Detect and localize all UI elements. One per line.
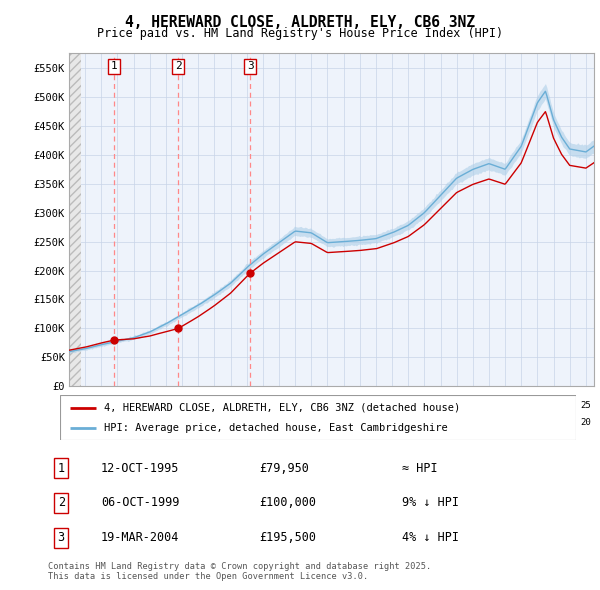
Text: 24: 24 <box>565 401 575 411</box>
Text: 13: 13 <box>387 401 397 411</box>
Text: 20: 20 <box>403 418 413 427</box>
Text: 19: 19 <box>145 418 155 427</box>
Text: 20: 20 <box>484 418 494 427</box>
Text: 19: 19 <box>161 418 171 427</box>
Text: 19: 19 <box>64 418 74 427</box>
Text: 01: 01 <box>193 401 203 411</box>
Text: 15: 15 <box>419 401 430 411</box>
Text: 25: 25 <box>581 401 591 411</box>
Text: 98: 98 <box>145 401 155 411</box>
Text: 20: 20 <box>338 418 349 427</box>
Text: 20: 20 <box>565 418 575 427</box>
Text: 05: 05 <box>257 401 268 411</box>
Text: 21: 21 <box>516 401 527 411</box>
Text: 19: 19 <box>80 418 91 427</box>
Text: 20: 20 <box>371 418 381 427</box>
Text: 20: 20 <box>581 418 591 427</box>
Text: 20: 20 <box>516 418 527 427</box>
Text: 20: 20 <box>225 418 236 427</box>
Text: 11: 11 <box>355 401 365 411</box>
Text: 16: 16 <box>435 401 446 411</box>
Text: 4% ↓ HPI: 4% ↓ HPI <box>402 532 459 545</box>
Text: 20: 20 <box>177 418 187 427</box>
Text: 20: 20 <box>209 418 220 427</box>
Text: 18: 18 <box>467 401 478 411</box>
Text: 4, HEREWARD CLOSE, ALDRETH, ELY, CB6 3NZ: 4, HEREWARD CLOSE, ALDRETH, ELY, CB6 3NZ <box>125 15 475 30</box>
Text: 20: 20 <box>467 418 478 427</box>
Text: 1: 1 <box>110 61 118 71</box>
Text: 09: 09 <box>322 401 333 411</box>
Text: Price paid vs. HM Land Registry's House Price Index (HPI): Price paid vs. HM Land Registry's House … <box>97 27 503 40</box>
Text: 19: 19 <box>128 418 139 427</box>
Text: 1: 1 <box>58 461 65 474</box>
Text: 93: 93 <box>64 401 74 411</box>
Text: 06-OCT-1999: 06-OCT-1999 <box>101 496 179 510</box>
Text: £79,950: £79,950 <box>259 461 309 474</box>
Text: 20: 20 <box>500 418 511 427</box>
Text: 19: 19 <box>484 401 494 411</box>
Text: 12: 12 <box>371 401 381 411</box>
Text: 04: 04 <box>241 401 252 411</box>
Text: 22: 22 <box>532 401 543 411</box>
Text: 00: 00 <box>177 401 187 411</box>
Text: £100,000: £100,000 <box>259 496 316 510</box>
Text: 2: 2 <box>58 496 65 510</box>
Text: 20: 20 <box>451 418 462 427</box>
Text: 3: 3 <box>58 532 65 545</box>
Text: 94: 94 <box>80 401 91 411</box>
Text: 99: 99 <box>161 401 171 411</box>
Text: 20: 20 <box>387 418 397 427</box>
Text: 12-OCT-1995: 12-OCT-1995 <box>101 461 179 474</box>
Text: 19: 19 <box>112 418 123 427</box>
Text: 08: 08 <box>306 401 317 411</box>
Text: 2: 2 <box>175 61 182 71</box>
Text: 17: 17 <box>451 401 462 411</box>
Text: 23: 23 <box>548 401 559 411</box>
Text: 95: 95 <box>96 401 107 411</box>
Text: 3: 3 <box>247 61 254 71</box>
Text: 14: 14 <box>403 401 413 411</box>
Text: 4, HEREWARD CLOSE, ALDRETH, ELY, CB6 3NZ (detached house): 4, HEREWARD CLOSE, ALDRETH, ELY, CB6 3NZ… <box>104 403 460 412</box>
Text: 20: 20 <box>257 418 268 427</box>
Text: 20: 20 <box>193 418 203 427</box>
Text: 06: 06 <box>274 401 284 411</box>
Text: 20: 20 <box>274 418 284 427</box>
Text: ≈ HPI: ≈ HPI <box>402 461 437 474</box>
Text: 20: 20 <box>322 418 333 427</box>
Text: 19: 19 <box>96 418 107 427</box>
Text: 20: 20 <box>435 418 446 427</box>
Text: 07: 07 <box>290 401 301 411</box>
Text: 20: 20 <box>500 401 511 411</box>
Text: 10: 10 <box>338 401 349 411</box>
Text: 20: 20 <box>306 418 317 427</box>
Text: 20: 20 <box>419 418 430 427</box>
Text: HPI: Average price, detached house, East Cambridgeshire: HPI: Average price, detached house, East… <box>104 424 448 434</box>
Bar <box>69 53 81 386</box>
Text: 03: 03 <box>225 401 236 411</box>
FancyBboxPatch shape <box>60 395 576 440</box>
Text: 9% ↓ HPI: 9% ↓ HPI <box>402 496 459 510</box>
Text: 20: 20 <box>548 418 559 427</box>
Text: 96: 96 <box>112 401 123 411</box>
Text: £195,500: £195,500 <box>259 532 316 545</box>
Text: 19-MAR-2004: 19-MAR-2004 <box>101 532 179 545</box>
Text: Contains HM Land Registry data © Crown copyright and database right 2025.
This d: Contains HM Land Registry data © Crown c… <box>48 562 431 581</box>
Text: 20: 20 <box>532 418 543 427</box>
Text: 20: 20 <box>290 418 301 427</box>
Text: 02: 02 <box>209 401 220 411</box>
Text: 20: 20 <box>355 418 365 427</box>
Text: 97: 97 <box>128 401 139 411</box>
Text: 20: 20 <box>241 418 252 427</box>
